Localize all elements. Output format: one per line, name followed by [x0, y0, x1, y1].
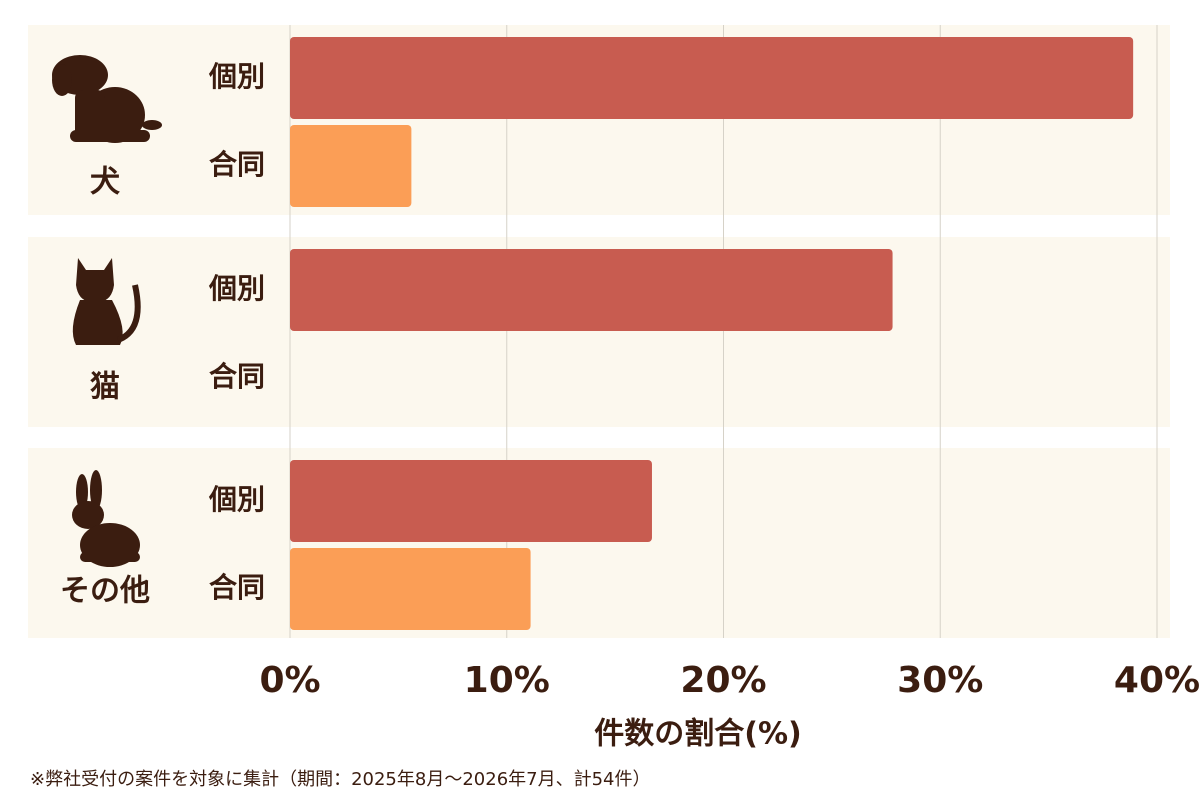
- series-label: 個別: [208, 483, 265, 516]
- bar: [290, 37, 1134, 119]
- bar: [290, 460, 652, 542]
- cat-icon: [72, 258, 141, 345]
- x-axis-label: 件数の割合(%): [594, 717, 801, 752]
- category-label: 犬: [90, 165, 120, 200]
- rabbit-icon: [72, 470, 140, 567]
- bar: [290, 249, 893, 331]
- x-tick-label: 40%: [1114, 660, 1200, 701]
- bar: [290, 548, 531, 630]
- x-tick-label: 0%: [259, 660, 320, 701]
- dog-icon: [52, 55, 162, 143]
- x-tick-label: 30%: [897, 660, 983, 701]
- series-label: 合同: [209, 571, 265, 604]
- x-tick-label: 20%: [680, 660, 766, 701]
- footnote: ※弊社受付の案件を対象に集計（期間：2025年8月～2026年7月、計54件）: [30, 769, 651, 790]
- x-tick-label: 10%: [464, 660, 550, 701]
- series-label: 合同: [209, 360, 265, 393]
- series-label: 個別: [208, 60, 265, 93]
- bar: [290, 125, 412, 207]
- category-label: その他: [60, 574, 150, 609]
- series-label: 個別: [208, 272, 265, 305]
- series-label: 合同: [209, 148, 265, 181]
- category-label: 猫: [90, 370, 120, 405]
